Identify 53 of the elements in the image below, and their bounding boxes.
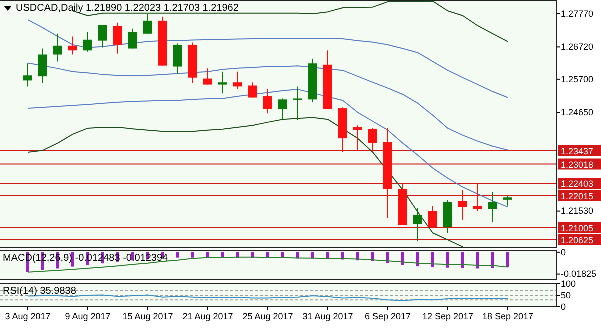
ref-line-label: 1.21005	[561, 223, 594, 234]
candlestick	[248, 82, 258, 98]
y-tick-label: 1.24650	[561, 108, 594, 118]
candlestick	[294, 86, 302, 122]
x-tick-label: 31 Aug 2017	[302, 311, 354, 322]
y-tick-label: 0	[561, 247, 566, 258]
candlestick	[218, 71, 228, 94]
ref-line-label: 1.22015	[561, 191, 594, 202]
x-tick-label: 25 Aug 2017	[242, 311, 294, 322]
chart-title: USDCAD,Daily 1.21890 1.22023 1.21703 1.21962	[16, 3, 240, 14]
candlestick	[428, 206, 438, 228]
ref-line-label: 1.22403	[561, 179, 594, 190]
line-series	[28, 117, 464, 248]
ref-line-label: 1.23018	[561, 160, 594, 170]
x-tick-label: 21 Aug 2017	[182, 311, 234, 322]
candlestick	[504, 195, 512, 206]
candlestick	[204, 68, 212, 86]
candlestick	[368, 128, 378, 153]
x-tick-label: 9 Aug 2017	[65, 311, 111, 322]
candlestick	[264, 89, 272, 114]
candlestick	[278, 98, 288, 120]
ref-line-label: 1.23437	[561, 146, 594, 157]
x-tick-label: 6 Sep 2017	[364, 311, 412, 322]
x-tick-label: 18 Sep 2017	[482, 311, 534, 322]
candlestick	[234, 71, 242, 90]
y-tick-label: 1.25700	[561, 74, 594, 84]
candlestick	[54, 33, 62, 62]
candlestick	[174, 43, 182, 74]
chart-title: RSI(14) 35.9838	[3, 286, 77, 297]
y-tick-label: 1.27770	[561, 8, 594, 19]
x-tick-label: 15 Aug 2017	[122, 311, 174, 322]
candlestick	[144, 13, 152, 34]
y-tick-label: 0	[561, 302, 566, 312]
candlestick	[24, 63, 32, 88]
candlestick	[354, 125, 362, 151]
y-tick-label: 1.26720	[561, 42, 594, 52]
line-series	[28, 19, 508, 98]
candlestick	[414, 208, 422, 242]
y-tick-label: 1.21530	[561, 206, 594, 216]
candlestick	[84, 31, 92, 52]
x-tick-label: 3 Aug 2017	[5, 311, 51, 322]
candlestick	[68, 36, 78, 56]
candlestick	[488, 192, 498, 223]
ref-line-label: 1.20625	[561, 235, 594, 246]
candlestick	[114, 22, 122, 54]
y-tick-label: 50	[561, 290, 572, 300]
candlestick	[128, 28, 138, 50]
y-tick-label: 100	[561, 278, 576, 289]
candlestick	[458, 190, 468, 221]
candlestick	[98, 24, 108, 48]
x-tick-label: 12 Sep 2017	[422, 311, 474, 322]
candlestick	[38, 48, 48, 84]
y-tick-label: -0.01825	[561, 269, 597, 280]
